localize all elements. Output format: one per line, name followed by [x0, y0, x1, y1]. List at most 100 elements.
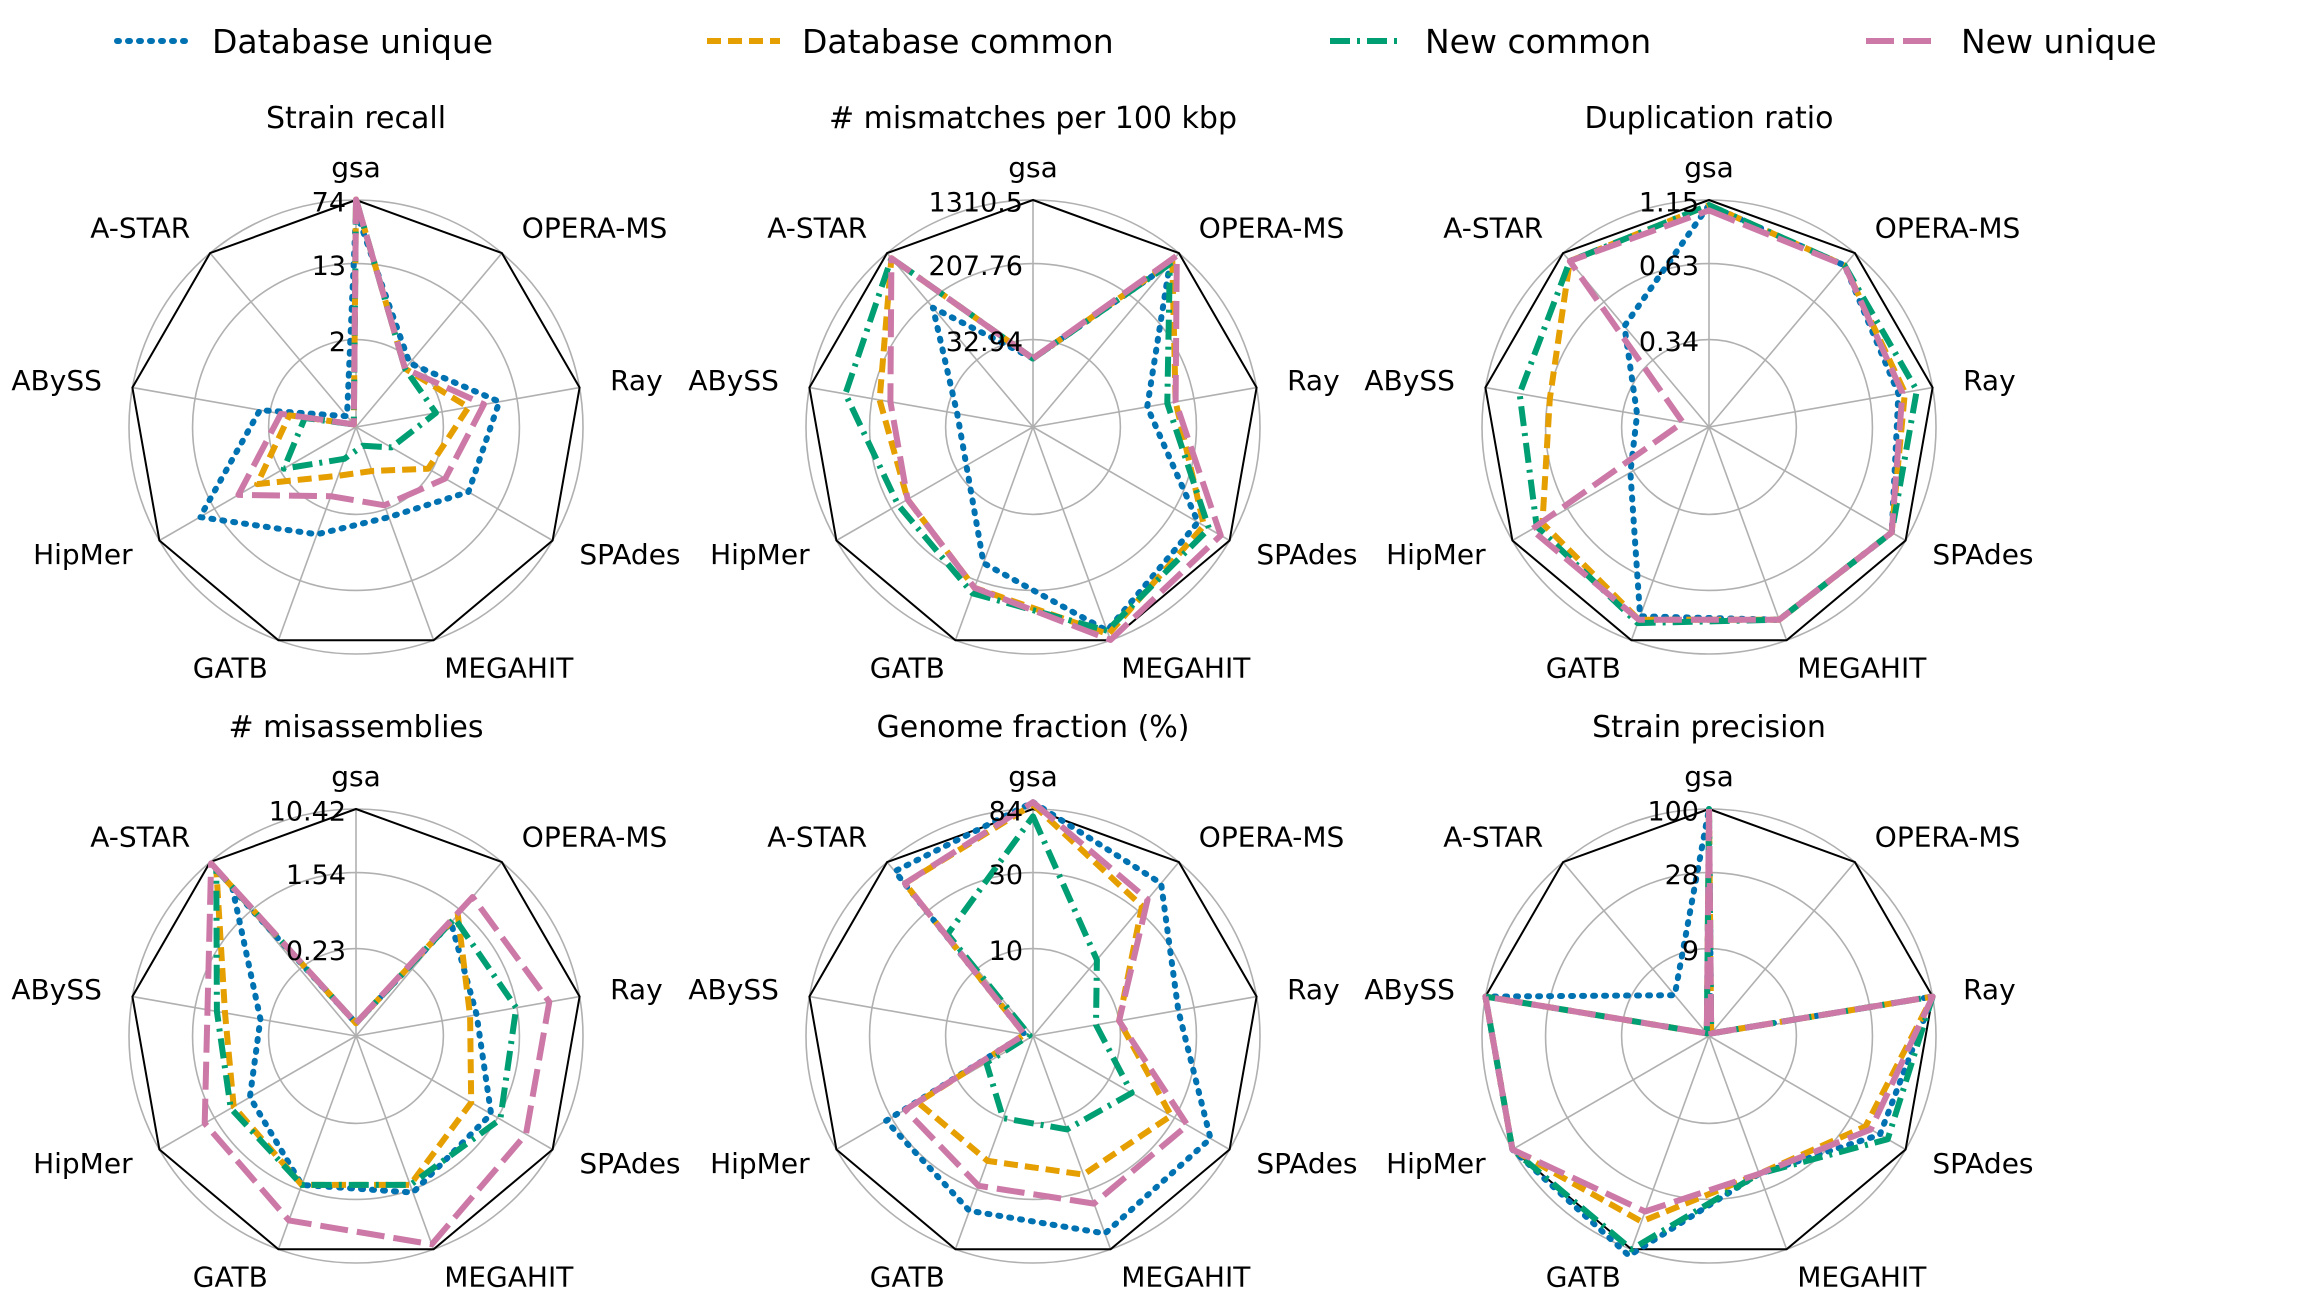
- series-new-unique: [1482, 806, 1936, 1215]
- tick-label: 10.42: [269, 797, 346, 828]
- axis-label-a-star: A-STAR: [90, 820, 190, 853]
- tick-label: 28: [1665, 860, 1699, 891]
- radial-gridline: [954, 426, 1034, 641]
- axis-label-abyss: ABySS: [11, 973, 101, 1006]
- panel-title: Strain recall: [266, 101, 446, 136]
- radar-panels: 2 13 74 gsa OPERA-MS Ray SPAdes MEGAHIT GATB HipM…: [11, 101, 2033, 1293]
- legend-label: Database common: [802, 22, 1114, 61]
- series-new-unique: [235, 196, 487, 509]
- axis-label-opera-ms: OPERA-MS: [522, 211, 668, 244]
- radial-gridline: [1708, 426, 1906, 542]
- radial-gridline: [132, 995, 357, 1037]
- legend-label: New unique: [1961, 22, 2157, 61]
- axis-label-opera-ms: OPERA-MS: [522, 820, 668, 853]
- radial-gridline: [809, 386, 1034, 428]
- tick-label: 30: [989, 860, 1023, 891]
- axis-label-hipmer: HipMer: [1386, 538, 1486, 571]
- radar-panel-duplication-ratio: 0.34 0.63 1.15 gsa OPERA-MS Ray SPAdes MEGAHIT G…: [1364, 101, 2033, 684]
- legend: Database unique Database common New common…: [114, 22, 2157, 61]
- axis-label-gsa: gsa: [1684, 151, 1734, 184]
- radial-gridline: [836, 426, 1034, 542]
- axis-label-a-star: A-STAR: [90, 211, 190, 244]
- series-database-unique: [197, 208, 503, 538]
- axis-label-megahit: MEGAHIT: [1797, 651, 1927, 684]
- series-new-common: [280, 196, 439, 472]
- axis-label-opera-ms: OPERA-MS: [1875, 820, 2021, 853]
- axis-label-gsa: gsa: [1008, 151, 1058, 184]
- radial-gridline: [355, 995, 580, 1037]
- axis-label-opera-ms: OPERA-MS: [1199, 820, 1345, 853]
- series-database-common: [1539, 202, 1908, 623]
- tick-label: 1310.5: [929, 188, 1023, 219]
- radial-gridline: [1708, 252, 1856, 428]
- series-new-common: [1516, 202, 1920, 627]
- radial-gridline: [886, 252, 1034, 428]
- axis-label-spades: SPAdes: [1932, 1147, 2033, 1180]
- tick-label: 100: [1647, 797, 1699, 828]
- radar-panel-strain-precision: 9 28 100 gsa OPERA-MS Ray SPAdes MEGAHIT GATB Hip…: [1364, 710, 2033, 1293]
- radial-gridline: [1708, 1035, 1788, 1250]
- axis-label-ray: Ray: [1963, 364, 2016, 397]
- radial-gridline: [277, 1035, 357, 1250]
- axis-label-spades: SPAdes: [1932, 538, 2033, 571]
- panel-title: # misassemblies: [229, 710, 484, 745]
- tick-label: 2: [329, 327, 346, 358]
- axis-label-hipmer: HipMer: [710, 1147, 810, 1180]
- tick-label: 32.94: [946, 327, 1023, 358]
- tick-label: 1.54: [286, 860, 346, 891]
- axis-label-ray: Ray: [1963, 973, 2016, 1006]
- panel-title: Genome fraction (%): [877, 710, 1190, 745]
- axis-label-ray: Ray: [1287, 973, 1340, 1006]
- legend-item-new-common: New common: [1330, 22, 1651, 61]
- axis-label-gsa: gsa: [1684, 760, 1734, 793]
- radial-gridline: [1032, 861, 1180, 1037]
- radial-gridline: [1032, 252, 1180, 428]
- axis-label-ray: Ray: [1287, 364, 1340, 397]
- axis-label-megahit: MEGAHIT: [444, 1260, 574, 1293]
- axis-label-megahit: MEGAHIT: [444, 651, 574, 684]
- radial-gridline: [159, 1035, 357, 1151]
- radial-gridline: [355, 1035, 553, 1151]
- axis-label-opera-ms: OPERA-MS: [1199, 211, 1345, 244]
- axis-label-megahit: MEGAHIT: [1121, 651, 1251, 684]
- radar-frame: [1484, 807, 1934, 1251]
- axis-label-abyss: ABySS: [688, 364, 778, 397]
- axis-label-gatb: GATB: [1546, 651, 1621, 684]
- series-database-unique: [929, 261, 1201, 634]
- radial-gridline: [1512, 1035, 1710, 1151]
- axis-label-a-star: A-STAR: [1443, 820, 1543, 853]
- radial-gridline: [1032, 426, 1230, 542]
- radial-gridline: [1708, 1035, 1906, 1151]
- axis-label-gatb: GATB: [870, 651, 945, 684]
- series-database-unique: [1482, 806, 1936, 1259]
- series-database-unique: [229, 886, 495, 1196]
- axis-label-a-star: A-STAR: [1443, 211, 1543, 244]
- radial-gridline: [355, 426, 553, 542]
- radial-gridline: [1708, 861, 1856, 1037]
- tick-label: 0.23: [286, 936, 346, 967]
- axis-label-gatb: GATB: [193, 651, 268, 684]
- radar-panel-genome-fraction: 10 30 84 gsa OPERA-MS Ray SPAdes MEGAHIT GATB Hip…: [688, 710, 1357, 1293]
- radar-panel-mismatches-per-100-kbp: 32.94 207.76 1310.5 gsa OPERA-MS Ray SPAdes MEG…: [688, 101, 1357, 684]
- radar-panel-strain-recall: 2 13 74 gsa OPERA-MS Ray SPAdes MEGAHIT GATB HipM…: [11, 101, 680, 684]
- legend-label: New common: [1425, 22, 1651, 61]
- axis-label-gsa: gsa: [331, 760, 381, 793]
- axis-label-abyss: ABySS: [688, 973, 778, 1006]
- axis-label-gsa: gsa: [1008, 760, 1058, 793]
- radar-panel-misassemblies: 0.23 1.54 10.42 gsa OPERA-MS Ray SPAdes MEGAHIT…: [11, 710, 680, 1293]
- legend-label: Database unique: [212, 22, 493, 61]
- panel-title: Strain precision: [1592, 710, 1826, 745]
- tick-label: 9: [1682, 936, 1699, 967]
- axis-label-hipmer: HipMer: [1386, 1147, 1486, 1180]
- legend-item-database-unique: Database unique: [114, 22, 493, 61]
- radial-gridline: [954, 1035, 1034, 1250]
- radial-gridline: [1485, 386, 1710, 428]
- series-new-unique: [887, 252, 1224, 643]
- axis-label-abyss: ABySS: [11, 364, 101, 397]
- series-new-common: [944, 813, 1135, 1133]
- tick-label: 1.15: [1639, 188, 1699, 219]
- axis-label-abyss: ABySS: [1364, 973, 1454, 1006]
- tick-label: 0.34: [1639, 327, 1699, 358]
- axis-label-spades: SPAdes: [1256, 538, 1357, 571]
